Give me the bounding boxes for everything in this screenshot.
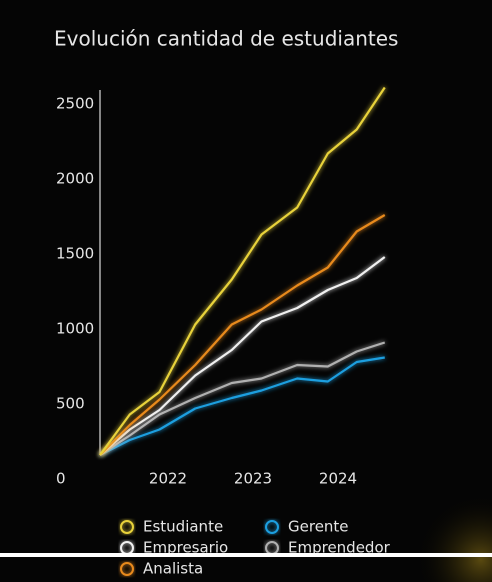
y-tick-label: 1000 [56,320,94,338]
series-line [99,341,386,456]
y-tick-label: 0 [56,470,66,488]
series-line [99,214,386,456]
series-line [99,256,386,456]
series-line [99,356,385,456]
background-glow [380,470,492,582]
y-tick-label: 500 [56,395,85,413]
legend-label: Emprendedor [288,539,391,557]
legend-label: Empresario [143,539,228,557]
legend-label: Estudiante [143,518,223,536]
y-tick-label: 2500 [56,95,94,113]
y-tick-label: 1500 [56,245,94,263]
x-tick-label: 2023 [234,470,272,488]
legend-marker [120,520,134,534]
legend-label: Gerente [288,518,349,536]
x-tick-label: 2024 [319,470,357,488]
legend-marker [265,520,279,534]
screen-divider [0,553,492,557]
legend-marker [120,562,134,576]
series-line [99,86,386,456]
x-tick-label: 2022 [149,470,187,488]
legend-label: Analista [143,560,203,578]
chart-title: Evolución cantidad de estudiantes [54,27,398,51]
y-tick-label: 2000 [56,170,94,188]
